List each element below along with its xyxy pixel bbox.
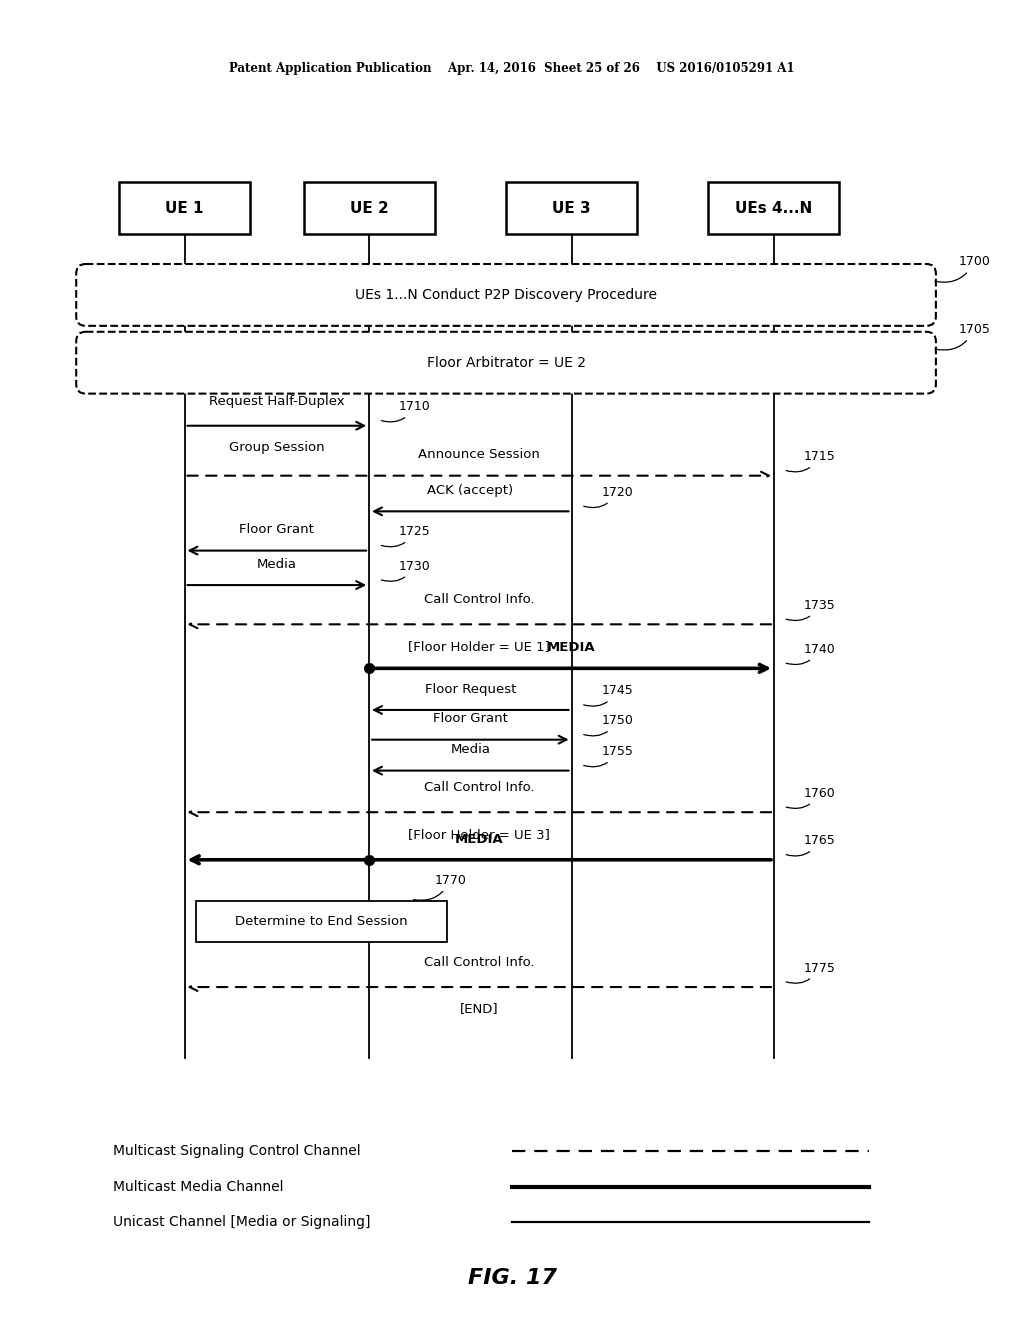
Text: 1720: 1720	[584, 486, 633, 508]
Text: ACK (accept): ACK (accept)	[427, 484, 513, 498]
Text: Unicast Channel [Media or Signaling]: Unicast Channel [Media or Signaling]	[113, 1216, 371, 1229]
Text: UE 1: UE 1	[165, 201, 204, 215]
Text: 1755: 1755	[584, 744, 633, 767]
Text: [Floor Holder = UE 1]: [Floor Holder = UE 1]	[409, 640, 550, 653]
Bar	[304, 182, 434, 234]
FancyBboxPatch shape	[76, 264, 936, 326]
Text: 1710: 1710	[381, 400, 431, 422]
Text: Floor Grant: Floor Grant	[433, 713, 508, 726]
Text: UE 3: UE 3	[552, 201, 591, 215]
Text: Request Half-Duplex: Request Half-Duplex	[209, 395, 345, 408]
Text: UE 2: UE 2	[350, 201, 388, 215]
Text: Multicast Media Channel: Multicast Media Channel	[113, 1180, 284, 1193]
Bar	[197, 902, 446, 942]
Text: [END]: [END]	[460, 1002, 499, 1015]
Bar	[709, 182, 840, 234]
Bar	[119, 182, 250, 234]
Text: Floor Grant: Floor Grant	[240, 523, 314, 536]
Text: 1705: 1705	[935, 323, 990, 350]
Text: 1745: 1745	[584, 684, 633, 706]
Text: UEs 4...N: UEs 4...N	[735, 201, 813, 215]
Text: Floor Arbitrator = UE 2: Floor Arbitrator = UE 2	[427, 355, 586, 370]
Text: 1770: 1770	[414, 874, 467, 900]
Text: 1715: 1715	[786, 450, 836, 471]
Text: Group Session: Group Session	[229, 441, 325, 454]
Text: Determine to End Session: Determine to End Session	[236, 915, 408, 928]
Text: Media: Media	[257, 558, 297, 570]
Text: 1775: 1775	[786, 961, 836, 983]
Bar	[506, 182, 637, 234]
Text: 1730: 1730	[381, 560, 431, 581]
Text: [Floor Holder = UE 3]: [Floor Holder = UE 3]	[409, 828, 550, 841]
Text: 1750: 1750	[584, 714, 633, 737]
Text: MEDIA: MEDIA	[455, 833, 504, 846]
Text: Patent Application Publication    Apr. 14, 2016  Sheet 25 of 26    US 2016/01052: Patent Application Publication Apr. 14, …	[229, 62, 795, 75]
Text: MEDIA: MEDIA	[547, 642, 596, 653]
Text: FIG. 17: FIG. 17	[468, 1269, 556, 1288]
Text: Media: Media	[451, 743, 490, 756]
Text: 1740: 1740	[786, 643, 836, 664]
Text: 1760: 1760	[786, 787, 836, 808]
Text: Multicast Signaling Control Channel: Multicast Signaling Control Channel	[113, 1144, 360, 1158]
FancyBboxPatch shape	[76, 331, 936, 393]
Text: 1700: 1700	[935, 255, 990, 282]
Text: Call Control Info.: Call Control Info.	[424, 594, 535, 606]
Text: Call Control Info.: Call Control Info.	[424, 781, 535, 795]
Text: Floor Request: Floor Request	[425, 682, 516, 696]
Text: Announce Session: Announce Session	[419, 449, 541, 462]
Text: 1765: 1765	[786, 834, 836, 855]
Text: UEs 1...N Conduct P2P Discovery Procedure: UEs 1...N Conduct P2P Discovery Procedur…	[355, 288, 657, 302]
Text: Call Control Info.: Call Control Info.	[424, 956, 535, 969]
Text: 1725: 1725	[381, 525, 431, 546]
Text: 1735: 1735	[786, 599, 836, 620]
